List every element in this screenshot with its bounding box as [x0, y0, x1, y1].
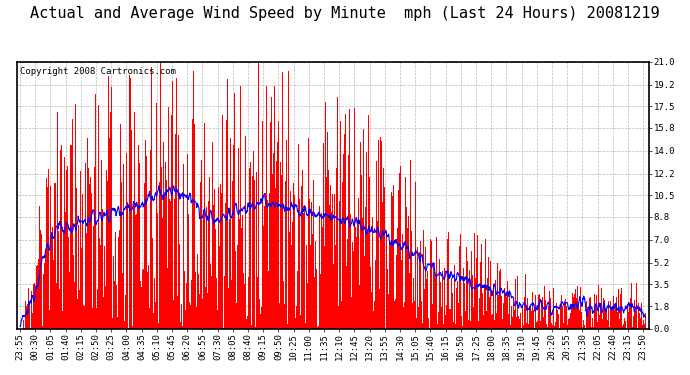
- Text: Actual and Average Wind Speed by Minute  mph (Last 24 Hours) 20081219: Actual and Average Wind Speed by Minute …: [30, 6, 660, 21]
- Text: Copyright 2008 Cartronics.com: Copyright 2008 Cartronics.com: [20, 67, 175, 76]
